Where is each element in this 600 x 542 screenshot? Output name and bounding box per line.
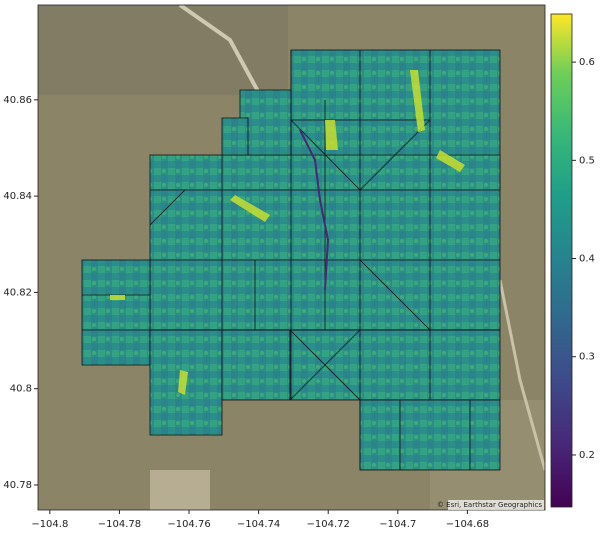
attribution-bg: [448, 500, 544, 510]
colorbar-tick-label: 0.5: [579, 155, 595, 166]
parcel-lines: [82, 50, 500, 470]
y-tick-label: 40.84: [3, 191, 32, 202]
colorbar-tick-label: 0.4: [579, 254, 595, 265]
parcel: [221, 329, 291, 401]
x-tick-label: −104.74: [237, 519, 280, 530]
parcel: [221, 117, 249, 156]
colorbar-tick-label: 0.6: [579, 57, 595, 68]
y-tick-label: 40.8: [10, 384, 32, 395]
colorbar-tick-label: 0.2: [579, 450, 595, 461]
y-tick-label: 40.82: [3, 287, 32, 298]
parcel: [81, 259, 151, 366]
y-tick-label: 40.86: [3, 95, 32, 106]
attribution: © Esri, Earthstar Geographics: [437, 501, 542, 509]
axes-frame: [37, 4, 546, 511]
y-tick-label: 40.78: [3, 480, 32, 491]
x-tick-label: −104.8: [31, 519, 68, 530]
x-tick-label: −104.7: [379, 519, 416, 530]
x-tick-label: −104.68: [446, 519, 489, 530]
colorbar: [550, 13, 573, 508]
x-tick-label: −104.72: [307, 519, 350, 530]
parcel: [289, 329, 501, 401]
river: [299, 129, 330, 291]
raster-highlights: [110, 70, 465, 395]
parcel: [239, 89, 292, 156]
colorbar-tick-label: 0.3: [579, 352, 595, 363]
parcel: [359, 399, 501, 471]
x-tick-label: −104.76: [167, 519, 210, 530]
x-tick-label: −104.78: [98, 519, 141, 530]
